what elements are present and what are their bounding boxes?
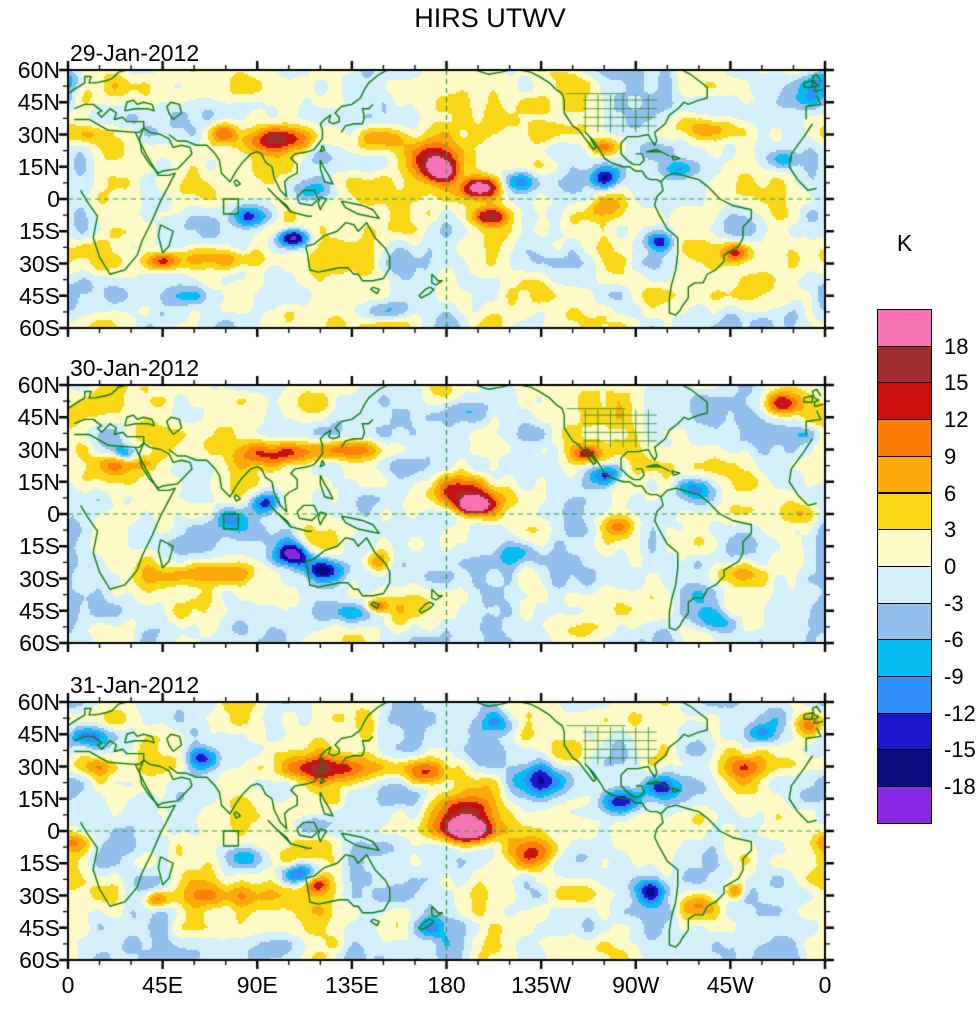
lat-tick-label: 0 bbox=[47, 501, 60, 527]
lat-tick-label: 45N bbox=[17, 89, 60, 116]
lat-tick-label: 30N bbox=[17, 121, 60, 148]
lat-tick-label: 45S bbox=[19, 282, 60, 309]
lat-tick-label: 60S bbox=[19, 947, 60, 973]
colorbar-swatch bbox=[877, 309, 932, 347]
lat-tick-label: 60N bbox=[17, 689, 60, 715]
lon-tick-label: 180 bbox=[427, 972, 466, 998]
lat-tick-label: 45S bbox=[19, 597, 60, 624]
colorbar-swatch bbox=[877, 639, 932, 677]
lon-tick-label: 90W bbox=[612, 972, 660, 998]
lat-tick-label: 15S bbox=[19, 533, 60, 560]
colorbar-swatch bbox=[877, 529, 932, 567]
lon-tick-label: 45E bbox=[142, 972, 184, 998]
lon-tick-label: 0 bbox=[818, 972, 832, 998]
figure-title: HIRS UTWV bbox=[414, 3, 566, 33]
lat-tick-label: 60S bbox=[19, 630, 60, 656]
map-panel-1 bbox=[56, 58, 837, 340]
colorbar-swatch bbox=[877, 419, 932, 457]
colorbar-swatch bbox=[877, 455, 932, 494]
colorbar-tick-label: 15 bbox=[944, 370, 969, 396]
colorbar-tick-label: 12 bbox=[944, 407, 969, 433]
colorbar-tick-label: -3 bbox=[944, 590, 964, 616]
lat-tick-label: 60N bbox=[17, 372, 60, 398]
colorbar-tick-label: 6 bbox=[944, 480, 957, 506]
lon-tick-label: 135E bbox=[325, 972, 379, 998]
lat-tick-label: 15N bbox=[17, 153, 60, 180]
lat-tick-label: 45N bbox=[17, 404, 60, 431]
colorbar-swatch bbox=[877, 602, 932, 641]
lat-tick-label: 30N bbox=[17, 753, 60, 780]
colorbar-swatch bbox=[877, 565, 932, 604]
lat-tick-label: 45N bbox=[17, 721, 60, 748]
colorbar-tick-label: -9 bbox=[944, 664, 964, 689]
colorbar-swatch bbox=[877, 345, 932, 384]
colorbar-tick-label: 0 bbox=[944, 553, 957, 579]
lat-tick-label: 0 bbox=[47, 818, 60, 844]
colorbar-swatch bbox=[877, 786, 932, 824]
colorbar-swatch bbox=[877, 749, 932, 788]
lat-tick-label: 15N bbox=[17, 468, 60, 495]
colorbar-title: K bbox=[896, 230, 913, 256]
colorbar-tick-label: -15 bbox=[944, 737, 976, 763]
lat-tick-label: 0 bbox=[47, 186, 60, 212]
lon-tick-label: 135W bbox=[511, 972, 572, 998]
colorbar-swatch bbox=[877, 676, 932, 714]
lon-tick-label: 90E bbox=[236, 972, 278, 998]
lat-tick-label: 15S bbox=[19, 218, 60, 245]
lon-tick-label: 45W bbox=[706, 972, 755, 998]
lat-tick-label: 30N bbox=[17, 436, 60, 463]
lat-tick-label: 60S bbox=[19, 315, 60, 341]
colorbar-tick-label: 3 bbox=[944, 517, 957, 543]
lat-tick-label: 15S bbox=[19, 850, 60, 877]
colorbar-tick-label: -12 bbox=[944, 700, 976, 726]
map-panel-3 bbox=[56, 690, 837, 972]
lat-tick-label: 30S bbox=[19, 250, 60, 277]
lat-tick-label: 45S bbox=[19, 914, 60, 941]
colorbar-swatch bbox=[877, 492, 932, 531]
lat-tick-label: 30S bbox=[19, 882, 60, 909]
colorbar-tick-label: -18 bbox=[944, 774, 976, 800]
colorbar-tick-label: 18 bbox=[944, 333, 969, 359]
lat-tick-label: 15N bbox=[17, 785, 60, 812]
lat-tick-label: 60N bbox=[17, 57, 60, 83]
colorbar-swatch bbox=[877, 382, 932, 421]
map-panel-2 bbox=[56, 373, 837, 655]
lon-tick-label: 0 bbox=[61, 972, 75, 998]
colorbar-tick-label: -6 bbox=[944, 627, 964, 653]
colorbar-tick-label: 9 bbox=[944, 443, 957, 469]
colorbar-swatch bbox=[877, 712, 932, 751]
lat-tick-label: 30S bbox=[19, 565, 60, 592]
